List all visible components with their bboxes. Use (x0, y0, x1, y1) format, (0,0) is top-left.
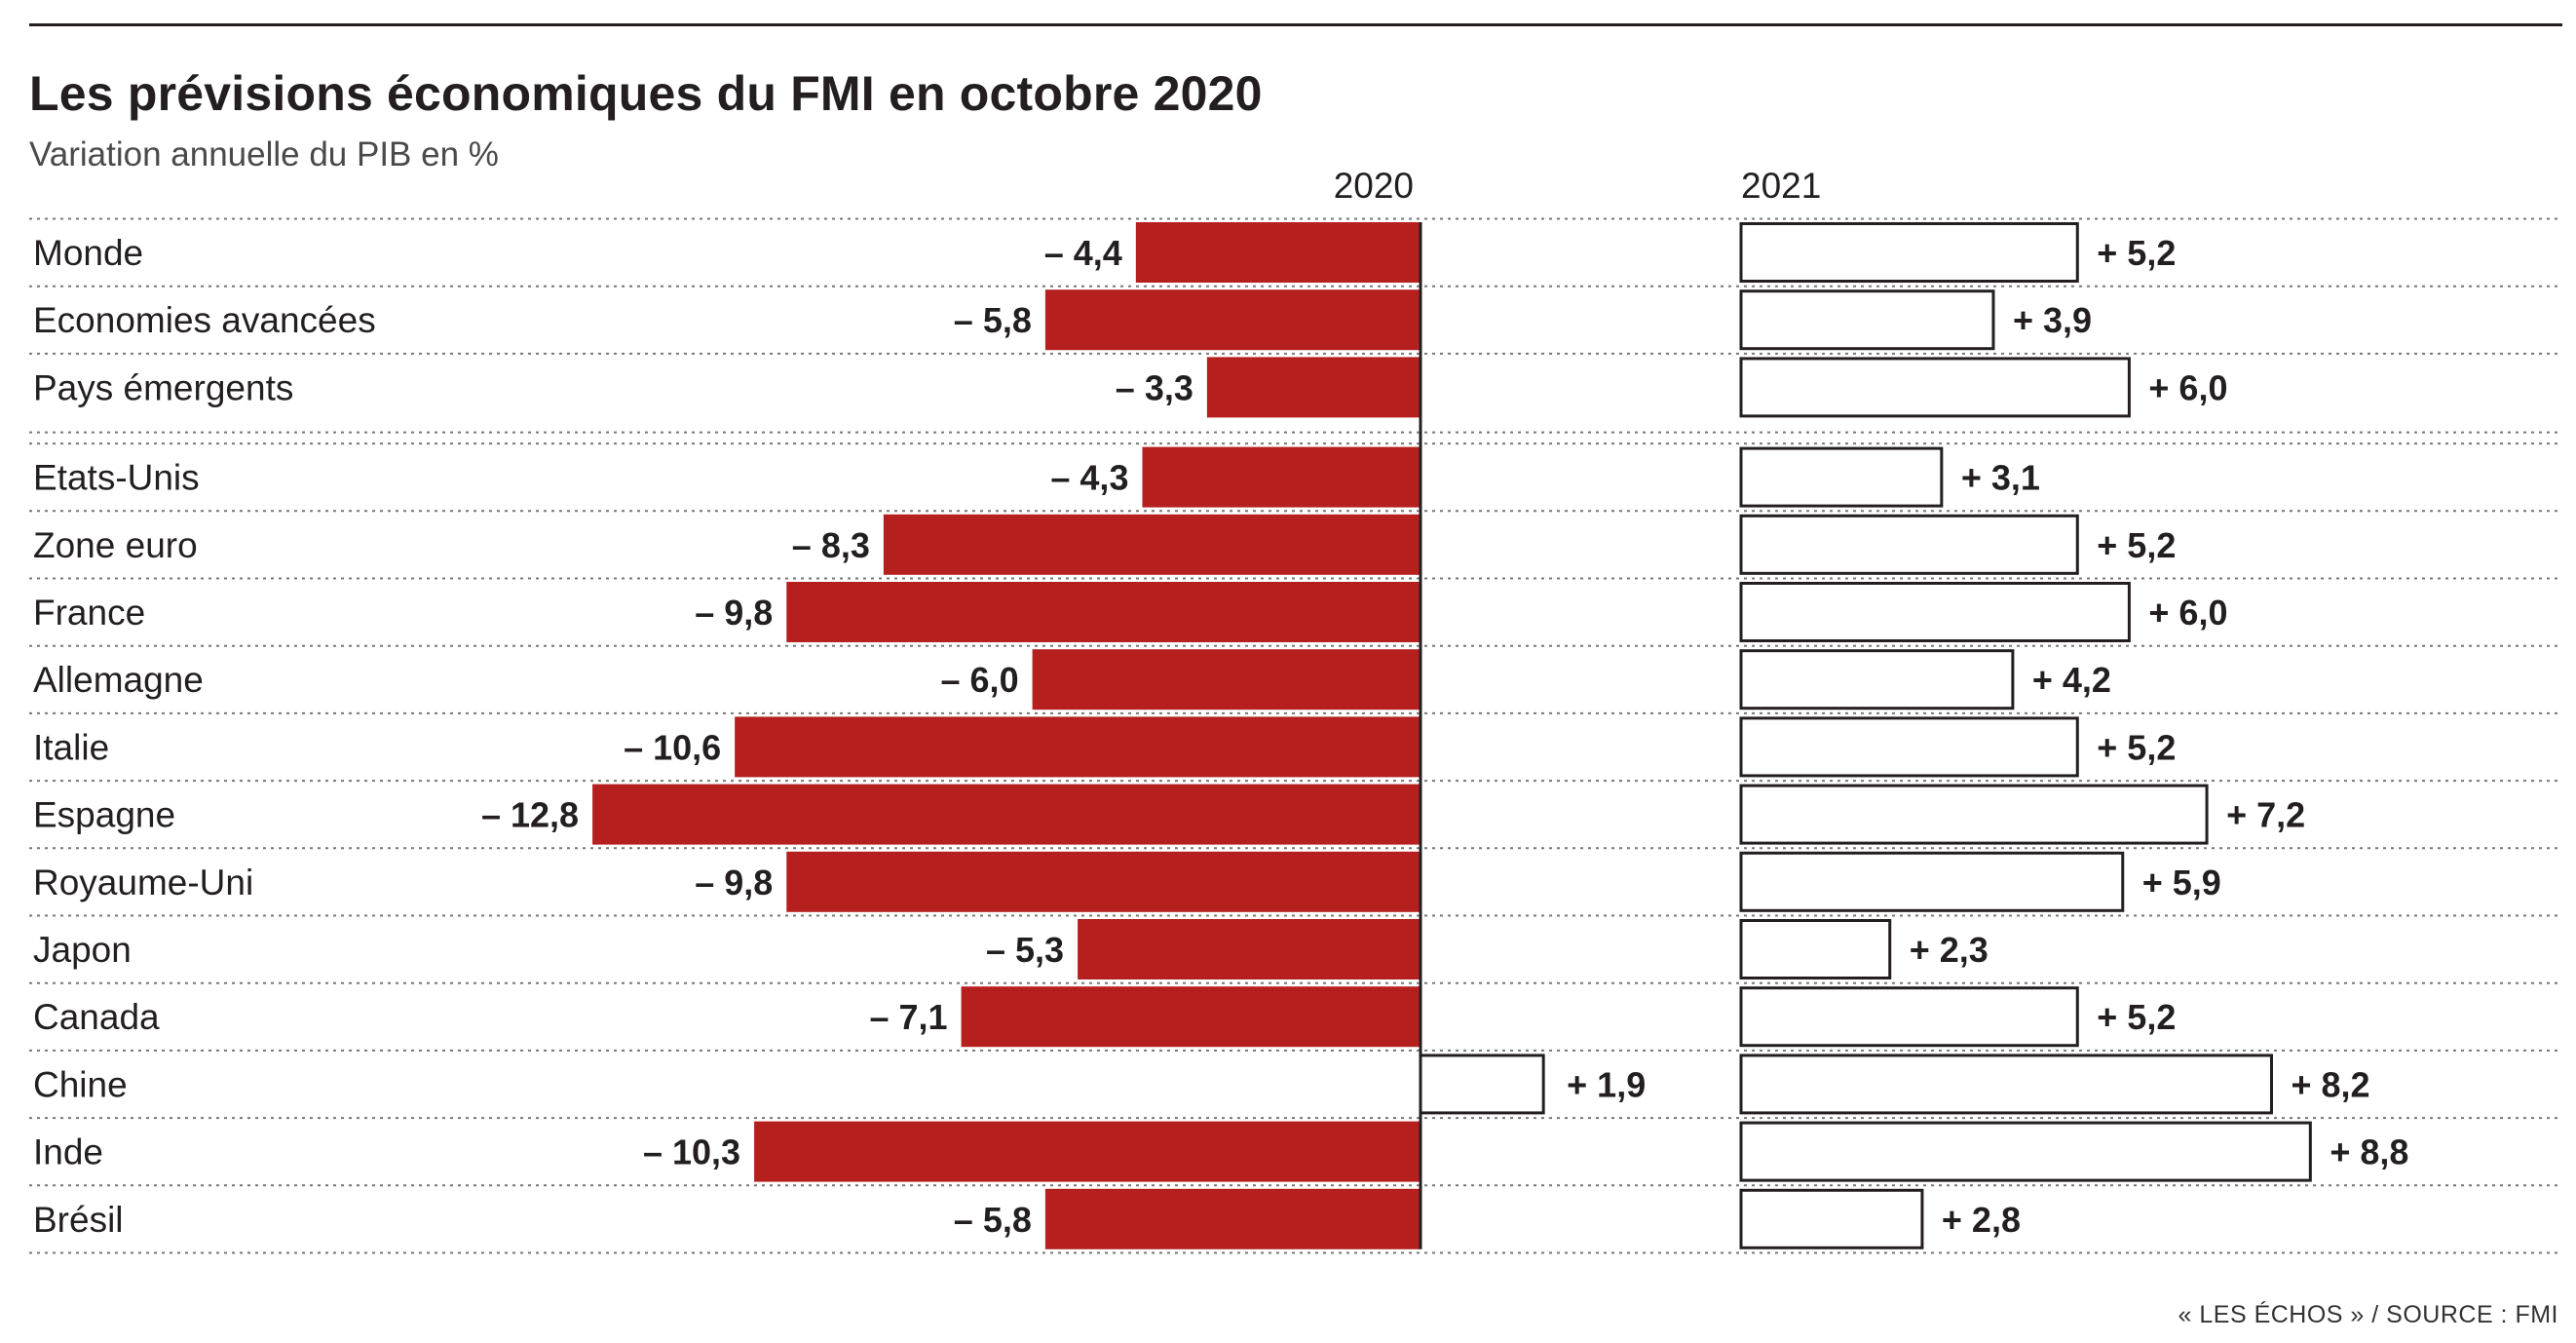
value-label-2021: + 5,2 (2097, 727, 2176, 767)
value-label-2021: + 2,8 (1942, 1200, 2021, 1240)
bar-2021 (1739, 289, 1995, 351)
value-label-2021: + 5,2 (2097, 525, 2176, 565)
bar-2021 (1739, 1188, 1924, 1249)
value-label-2020: – 10,3 (643, 1132, 740, 1172)
bar-2020 (1206, 357, 1421, 418)
bar-2020 (1078, 919, 1421, 979)
bar-2020 (1135, 222, 1421, 283)
bar-2020 (961, 986, 1421, 1048)
category-label: Italie (33, 727, 109, 767)
category-label: Chine (33, 1064, 128, 1104)
category-label: Canada (33, 997, 160, 1037)
category-label: Allemagne (33, 660, 204, 700)
value-label-2020: – 5,3 (986, 930, 1064, 970)
value-label-2020: – 9,8 (695, 863, 773, 902)
value-label-2020: – 6,0 (941, 660, 1019, 700)
value-label-2021: + 7,2 (2226, 795, 2305, 835)
category-label: Japon (33, 930, 132, 970)
bar-2021 (1739, 582, 2131, 642)
value-label-2021: + 2,3 (1910, 930, 1989, 970)
bar-2020 (786, 582, 1421, 642)
value-label-2020: – 4,3 (1050, 458, 1128, 498)
panel-header-2020: 2020 (1334, 166, 1414, 206)
bar-2020 (592, 784, 1421, 845)
value-label-2021: + 5,2 (2097, 997, 2176, 1037)
category-label: Etats-Unis (33, 458, 200, 498)
bar-2021 (1739, 649, 2015, 710)
panel-2020: 2020 – 4,4 – 5,8 – 3,3 – 4,3 – 8,3 – 9,8 – 6,0 –… (481, 166, 1646, 1249)
bar-2020 (1044, 1188, 1421, 1249)
category-label: Brésil (33, 1200, 124, 1240)
value-label-2021: + 8,2 (2291, 1064, 2369, 1104)
bar-2020 (754, 1121, 1421, 1182)
bar-2020 (883, 514, 1421, 575)
panel-header-2021: 2021 (1741, 166, 1821, 206)
bar-2020 (1419, 1054, 1545, 1115)
category-label: Economies avancées (33, 300, 376, 340)
value-label-2020: – 10,6 (624, 727, 721, 767)
value-label-2021: + 3,1 (1961, 458, 2040, 498)
source-note: « LES ÉCHOS » / SOURCE : FMI (2178, 1301, 2558, 1328)
category-label: Espagne (33, 795, 175, 835)
value-label-2020: – 5,8 (954, 1200, 1032, 1240)
bar-2021 (1739, 1121, 2312, 1182)
bar-2021 (1739, 851, 2125, 912)
category-label: Monde (33, 233, 143, 273)
category-label: Pays émergents (33, 367, 293, 407)
bar-2021 (1739, 919, 1892, 979)
bar-2020 (786, 851, 1421, 912)
bar-2020 (1032, 649, 1421, 710)
bar-2021 (1739, 784, 2209, 845)
bar-chart: 2020 – 4,4 – 5,8 – 3,3 – 4,3 – 8,3 – 9,8 – 6,0 –… (29, 166, 2562, 1254)
panel-2021: 2021+ 5,2+ 3,9+ 6,0+ 3,1+ 5,2+ 6,0+ 4,2+… (1739, 166, 2408, 1249)
category-label: France (33, 593, 145, 633)
value-label-2021: + 3,9 (2013, 300, 2092, 340)
value-label-2021: + 6,0 (2148, 593, 2227, 633)
bar-2021 (1739, 514, 2079, 575)
value-label-2020: – 8,3 (792, 525, 870, 565)
value-label-2020: – 5,8 (954, 300, 1032, 340)
bar-2021 (1739, 986, 2079, 1048)
chart-title: Les prévisions économiques du FMI en oct… (29, 66, 1263, 121)
category-label: Inde (33, 1132, 103, 1172)
value-label-2020: – 3,3 (1116, 367, 1193, 407)
value-label-2021: + 8,8 (2330, 1132, 2408, 1172)
bar-2021 (1739, 1054, 2273, 1115)
value-label-2020: – 4,4 (1044, 233, 1122, 273)
value-label-2020: – 12,8 (481, 795, 579, 835)
bar-2021 (1739, 222, 2079, 283)
bar-2021 (1739, 446, 1944, 508)
top-rule (29, 23, 2562, 26)
bar-2021 (1739, 716, 2079, 778)
value-label-2021: + 4,2 (2032, 660, 2111, 700)
category-label: Royaume-Uni (33, 863, 253, 902)
chart-subtitle: Variation annuelle du PIB en % (29, 135, 499, 173)
category-labels: Monde Economies avancées Pays émergents Eta… (33, 233, 376, 1240)
bar-2020 (1044, 289, 1421, 351)
value-label-2020: + 1,9 (1567, 1064, 1646, 1104)
value-label-2021: + 5,2 (2097, 233, 2176, 273)
bar-2020 (1142, 446, 1421, 508)
value-label-2021: + 6,0 (2148, 367, 2227, 407)
category-label: Zone euro (33, 525, 198, 565)
value-label-2021: + 5,9 (2142, 863, 2221, 902)
gridlines (29, 217, 2562, 1254)
bar-2021 (1739, 357, 2131, 418)
value-label-2020: – 7,1 (869, 997, 947, 1037)
bar-2020 (735, 716, 1421, 778)
value-label-2020: – 9,8 (695, 593, 773, 633)
